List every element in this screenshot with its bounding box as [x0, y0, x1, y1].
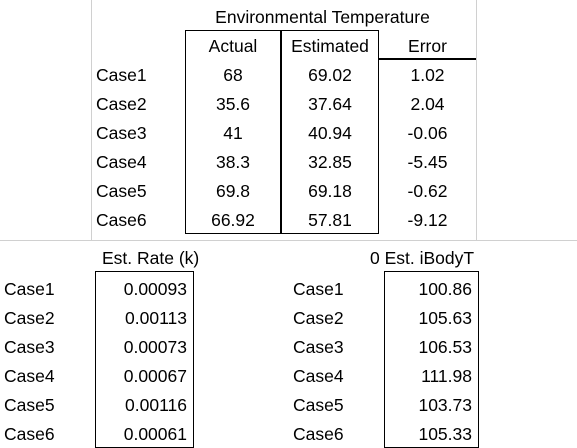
error-value: 2.04: [410, 94, 445, 114]
body-temp-value: 111.98: [421, 366, 472, 386]
case-label: Case2: [4, 308, 55, 328]
table-title: Environmental Temperature: [215, 7, 430, 27]
actual-value: 68: [223, 65, 243, 85]
estimated-value: 69.02: [308, 65, 352, 85]
body-temp-value: 105.33: [418, 424, 472, 444]
column-header-error: Error: [408, 36, 447, 56]
actual-value: 38.3: [215, 152, 251, 172]
error-value: -9.12: [407, 210, 448, 230]
rate-value: 0.00067: [123, 366, 187, 386]
header-underline: [379, 58, 476, 60]
rate-value: 0.00061: [123, 424, 187, 444]
error-value: -0.62: [407, 181, 448, 201]
case-label: Case3: [4, 337, 55, 357]
rate-value: 0.00073: [123, 337, 187, 357]
error-value: -0.06: [407, 123, 448, 143]
estimated-value: 40.94: [308, 123, 352, 143]
rate-value: 0.00093: [123, 279, 187, 299]
error-value: -5.45: [407, 152, 448, 172]
estimated-value: 37.64: [308, 94, 352, 114]
actual-value: 35.6: [215, 94, 251, 114]
estimated-value: 32.85: [308, 152, 352, 172]
case-label: Case4: [96, 152, 147, 172]
body-temp-value: 105.63: [418, 308, 472, 328]
estimated-column-box: [281, 30, 379, 234]
case-label: Case4: [293, 366, 344, 386]
case-label: Case2: [96, 94, 147, 114]
case-label: Case5: [96, 181, 147, 201]
estimated-value: 69.18: [308, 181, 352, 201]
rate-column-header: Est. Rate (k): [102, 248, 200, 268]
case-label: Case1: [4, 279, 55, 299]
actual-value: 69.8: [215, 181, 251, 201]
case-label: Case1: [96, 65, 147, 85]
case-label: Case3: [293, 337, 344, 357]
case-label: Case6: [293, 424, 344, 444]
case-label: Case6: [96, 210, 147, 230]
body-temp-column-header: 0 Est. iBodyT: [370, 248, 475, 268]
case-label: Case3: [96, 123, 147, 143]
body-temp-value: 106.53: [418, 337, 472, 357]
actual-value: 41: [223, 123, 243, 143]
estimated-value: 57.81: [308, 210, 352, 230]
section-divider: [0, 240, 577, 241]
column-header-estimated: Estimated: [291, 36, 369, 56]
rate-value: 0.00113: [125, 308, 187, 328]
top-section-right-border: [476, 0, 477, 240]
column-header-actual: Actual: [208, 36, 258, 56]
case-label: Case2: [293, 308, 344, 328]
body-temp-value: 100.86: [418, 279, 472, 299]
body-temp-value: 103.73: [418, 395, 472, 415]
actual-column-box: [185, 30, 281, 234]
case-label: Case4: [4, 366, 55, 386]
case-label: Case6: [4, 424, 55, 444]
error-value: 1.02: [410, 65, 445, 85]
actual-value: 66.92: [211, 210, 255, 230]
rate-value: 0.00116: [125, 395, 187, 415]
case-label: Case5: [293, 395, 344, 415]
top-section-left-border: [91, 0, 92, 240]
case-label: Case1: [293, 279, 344, 299]
case-label: Case5: [4, 395, 55, 415]
